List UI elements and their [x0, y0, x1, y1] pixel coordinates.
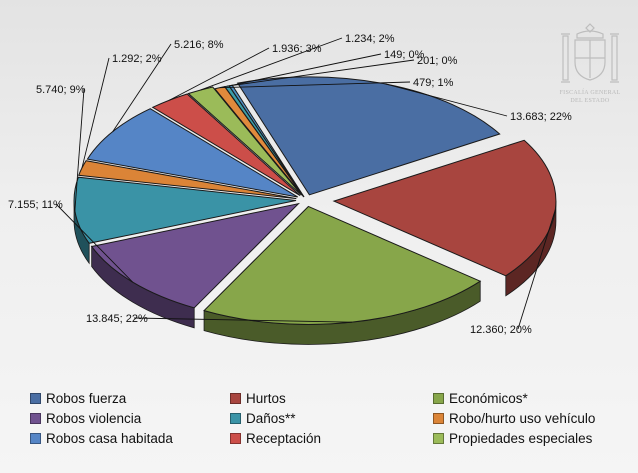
- pie-slice: [90, 202, 301, 309]
- label-leader-line: [112, 43, 172, 132]
- label-leader-line: [74, 88, 85, 211]
- data-label: 13.845; 22%: [86, 313, 148, 325]
- pie-slice: [236, 76, 501, 196]
- data-label: 13.683; 22%: [510, 111, 572, 123]
- data-label: 12.360; 20%: [470, 324, 532, 336]
- legend-swatch: [230, 393, 241, 404]
- legend-label: Daños**: [246, 411, 296, 426]
- legend-swatch: [230, 413, 241, 424]
- label-leader-line: [200, 37, 343, 91]
- emblem-line1: FISCALÍA GENERAL: [560, 88, 621, 96]
- emblem-line2: DEL ESTADO: [570, 98, 609, 104]
- pie-slice: [187, 86, 302, 196]
- legend-swatch: [433, 413, 444, 424]
- data-label: 479; 1%: [413, 77, 454, 89]
- legend-label: Robos casa habitada: [46, 431, 173, 446]
- label-leader-line: [226, 59, 415, 87]
- legend-label: Propiedades especiales: [449, 431, 593, 446]
- legend-item-robo-hurto-vehiculo: Robo/hurto uso vehículo: [433, 409, 633, 428]
- legend-item-receptacion: Receptación: [230, 429, 433, 448]
- data-label: 1.292; 2%: [112, 53, 162, 65]
- label-leader-line: [133, 317, 353, 323]
- legend-label: Robo/hurto uso vehículo: [449, 411, 596, 426]
- legend-item-robos-casa-habitada: Robos casa habitada: [30, 429, 230, 448]
- pie-slice: [332, 139, 557, 277]
- legend-item-robos-violencia: Robos violencia: [30, 409, 230, 428]
- legend-label: Receptación: [246, 431, 322, 446]
- legend-swatch: [230, 433, 241, 444]
- data-label: 5.740; 9%: [36, 84, 86, 96]
- coat-of-arms-logo: FISCALÍA GENERAL DEL ESTADO: [560, 23, 621, 104]
- legend-swatch: [30, 393, 41, 404]
- legend-item-danos: Daños**: [230, 409, 433, 428]
- legend-label: Económicos*: [449, 391, 528, 406]
- label-leader-line: [517, 209, 556, 330]
- label-leader-line: [230, 53, 382, 86]
- legend-label: Robos fuerza: [46, 391, 127, 406]
- pie-slice: [78, 160, 297, 200]
- chart-legend: Robos fuerza Hurtos Económicos* Robos vi…: [30, 389, 630, 448]
- data-label: 201; 0%: [417, 55, 458, 67]
- legend-item-robos-fuerza: Robos fuerza: [30, 389, 230, 408]
- label-leader-line: [169, 47, 270, 101]
- legend-item-economicos: Económicos*: [433, 389, 633, 408]
- data-label: 7.155; 11%: [8, 199, 63, 211]
- legend-item-hurtos: Hurtos: [230, 389, 433, 408]
- legend-swatch: [30, 433, 41, 444]
- data-label: 5.216; 8%: [174, 39, 224, 51]
- legend-swatch: [433, 433, 444, 444]
- legend-swatch: [30, 413, 41, 424]
- data-label: 1.234; 2%: [345, 33, 395, 45]
- data-label: 149; 0%: [384, 49, 425, 61]
- legend-label: Hurtos: [246, 391, 286, 406]
- label-leader-line: [385, 83, 508, 117]
- legend-swatch: [433, 393, 444, 404]
- label-leader-line: [219, 81, 411, 89]
- legend-label: Robos violencia: [46, 411, 142, 426]
- data-label: 1.936; 3%: [272, 43, 322, 55]
- legend-item-propiedades-especiales: Propiedades especiales: [433, 429, 633, 448]
- label-leader-line: [81, 57, 110, 169]
- label-leader-line: [55, 203, 133, 283]
